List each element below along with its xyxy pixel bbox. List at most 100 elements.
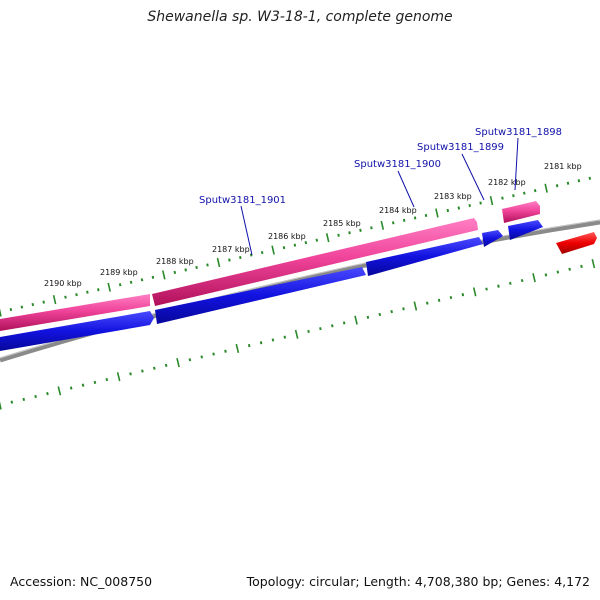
outer-tick-minor: [293, 243, 297, 247]
inner-tick-major: [116, 372, 121, 382]
outer-tick-minor: [337, 233, 340, 237]
inner-tick-minor: [283, 335, 287, 339]
gene-sputw3181-1901-forward[interactable]: [0, 294, 150, 331]
inner-tick-minor: [105, 377, 109, 382]
leader-line-1899: [461, 153, 485, 201]
outer-tick-minor: [64, 295, 67, 299]
leader-line-1900: [397, 170, 415, 208]
gene-label-sputw3181-1899[interactable]: Sputw3181_1899: [417, 142, 504, 153]
inner-tick-minor: [402, 307, 405, 311]
outer-tick-minor: [424, 213, 428, 218]
outer-tick-minor: [97, 288, 100, 292]
outer-tick-major: [52, 295, 57, 305]
gene-sputw3181-1900-reverse[interactable]: [366, 237, 483, 276]
outer-tick-minor: [42, 300, 45, 304]
inner-tick-minor: [22, 397, 26, 401]
inner-tick-minor: [497, 284, 500, 288]
inner-tick-minor: [390, 310, 393, 314]
tick-label-2183: 2183 kbp: [434, 192, 472, 201]
inner-tick-minor: [319, 327, 322, 331]
inner-tick-minor: [509, 281, 512, 285]
outer-tick-minor: [359, 228, 362, 232]
gene-label-sputw3181-1901[interactable]: Sputw3181_1901: [199, 195, 286, 206]
gene-label-sputw3181-1900[interactable]: Sputw3181_1900: [354, 159, 441, 170]
outer-tick-minor: [457, 206, 461, 210]
inner-tick-minor: [556, 270, 560, 274]
outer-tick-minor: [566, 181, 570, 185]
outer-tick-major: [435, 208, 439, 218]
outer-tick-minor: [413, 216, 417, 220]
outer-tick-minor: [588, 176, 592, 180]
inner-tick-major: [0, 401, 2, 410]
forward-genes: [0, 201, 540, 331]
gene-forward-segment[interactable]: [152, 218, 478, 306]
outer-tick-minor: [523, 191, 526, 195]
leader-line-1898: [514, 137, 519, 191]
outer-tick-minor: [228, 258, 231, 262]
inner-tick-minor: [188, 358, 192, 362]
outer-tick-minor: [391, 221, 395, 225]
inner-tick-minor: [425, 301, 429, 305]
inner-tick-ring: [0, 259, 596, 410]
inner-tick-minor: [69, 386, 73, 390]
inner-tick-minor: [247, 343, 251, 348]
gene-reverse-segment-1[interactable]: [0, 311, 154, 351]
outer-tick-major: [271, 245, 275, 255]
outer-tick-major: [325, 233, 330, 243]
outer-tick-minor: [195, 265, 198, 270]
tick-label-2189: 2189 kbp: [100, 268, 138, 277]
gene-label-sputw3181-1898[interactable]: Sputw3181_1898: [475, 127, 562, 138]
inner-tick-minor: [200, 355, 204, 359]
outer-tick-major: [544, 183, 548, 193]
inner-tick-minor: [93, 380, 97, 384]
outer-tick-minor: [555, 184, 559, 188]
inner-tick-minor: [485, 287, 488, 291]
gene-sputw3181-1898-forward[interactable]: [502, 201, 540, 223]
outer-tick-minor: [86, 290, 89, 294]
outer-tick-minor: [206, 263, 209, 267]
inner-tick-minor: [141, 369, 144, 373]
outer-tick-minor: [533, 189, 537, 193]
tick-label-2182: 2182 kbp: [488, 178, 526, 187]
outer-tick-minor: [282, 246, 286, 250]
outer-tick-ring: [0, 176, 592, 317]
inner-tick-minor: [437, 298, 441, 302]
gene-sputw3181-1898-reverse[interactable]: [508, 220, 543, 240]
inner-tick-minor: [580, 264, 583, 269]
genome-backbone: [0, 219, 600, 363]
outer-tick-minor: [402, 218, 406, 223]
outer-tick-minor: [9, 307, 13, 312]
gene-labels: Sputw3181_1898 Sputw3181_1899 Sputw3181_…: [199, 127, 562, 256]
outer-tick-minor: [184, 268, 187, 272]
tick-label-2184: 2184 kbp: [379, 206, 417, 215]
outer-tick-minor: [512, 194, 515, 198]
inner-tick-minor: [568, 267, 571, 271]
gene-sputw3181-1901-reverse[interactable]: [155, 267, 366, 324]
inner-tick-major: [532, 273, 536, 283]
outer-tick-minor: [501, 196, 504, 200]
outer-tick-minor: [75, 293, 78, 297]
outer-tick-minor: [118, 283, 122, 287]
gene-sputw3181-1899-reverse[interactable]: [482, 230, 503, 247]
gene-red-feature[interactable]: [556, 232, 597, 254]
inner-tick-major: [472, 287, 477, 297]
outer-tick-minor: [151, 275, 155, 279]
outer-tick-major: [107, 282, 111, 292]
inner-tick-minor: [449, 295, 453, 300]
reverse-genes: [0, 220, 597, 351]
map-title: Shewanella sp. W3-18-1, complete genome: [147, 9, 453, 25]
inner-tick-minor: [259, 341, 263, 345]
outer-tick-minor: [315, 238, 319, 242]
accession-text: Accession: NC_008750: [10, 574, 153, 589]
outer-tick-minor: [249, 253, 253, 257]
inner-tick-minor: [153, 366, 156, 370]
inner-tick-minor: [544, 273, 548, 277]
outer-tick-major: [162, 270, 166, 280]
tick-label-2186: 2186 kbp: [268, 232, 306, 241]
inner-tick-major: [413, 301, 418, 311]
topology-text: Topology: circular; Length: 4,708,380 bp…: [246, 574, 590, 589]
outer-tick-major: [0, 308, 2, 317]
tick-label-2185: 2185 kbp: [323, 219, 361, 228]
outer-tick-minor: [239, 255, 242, 260]
